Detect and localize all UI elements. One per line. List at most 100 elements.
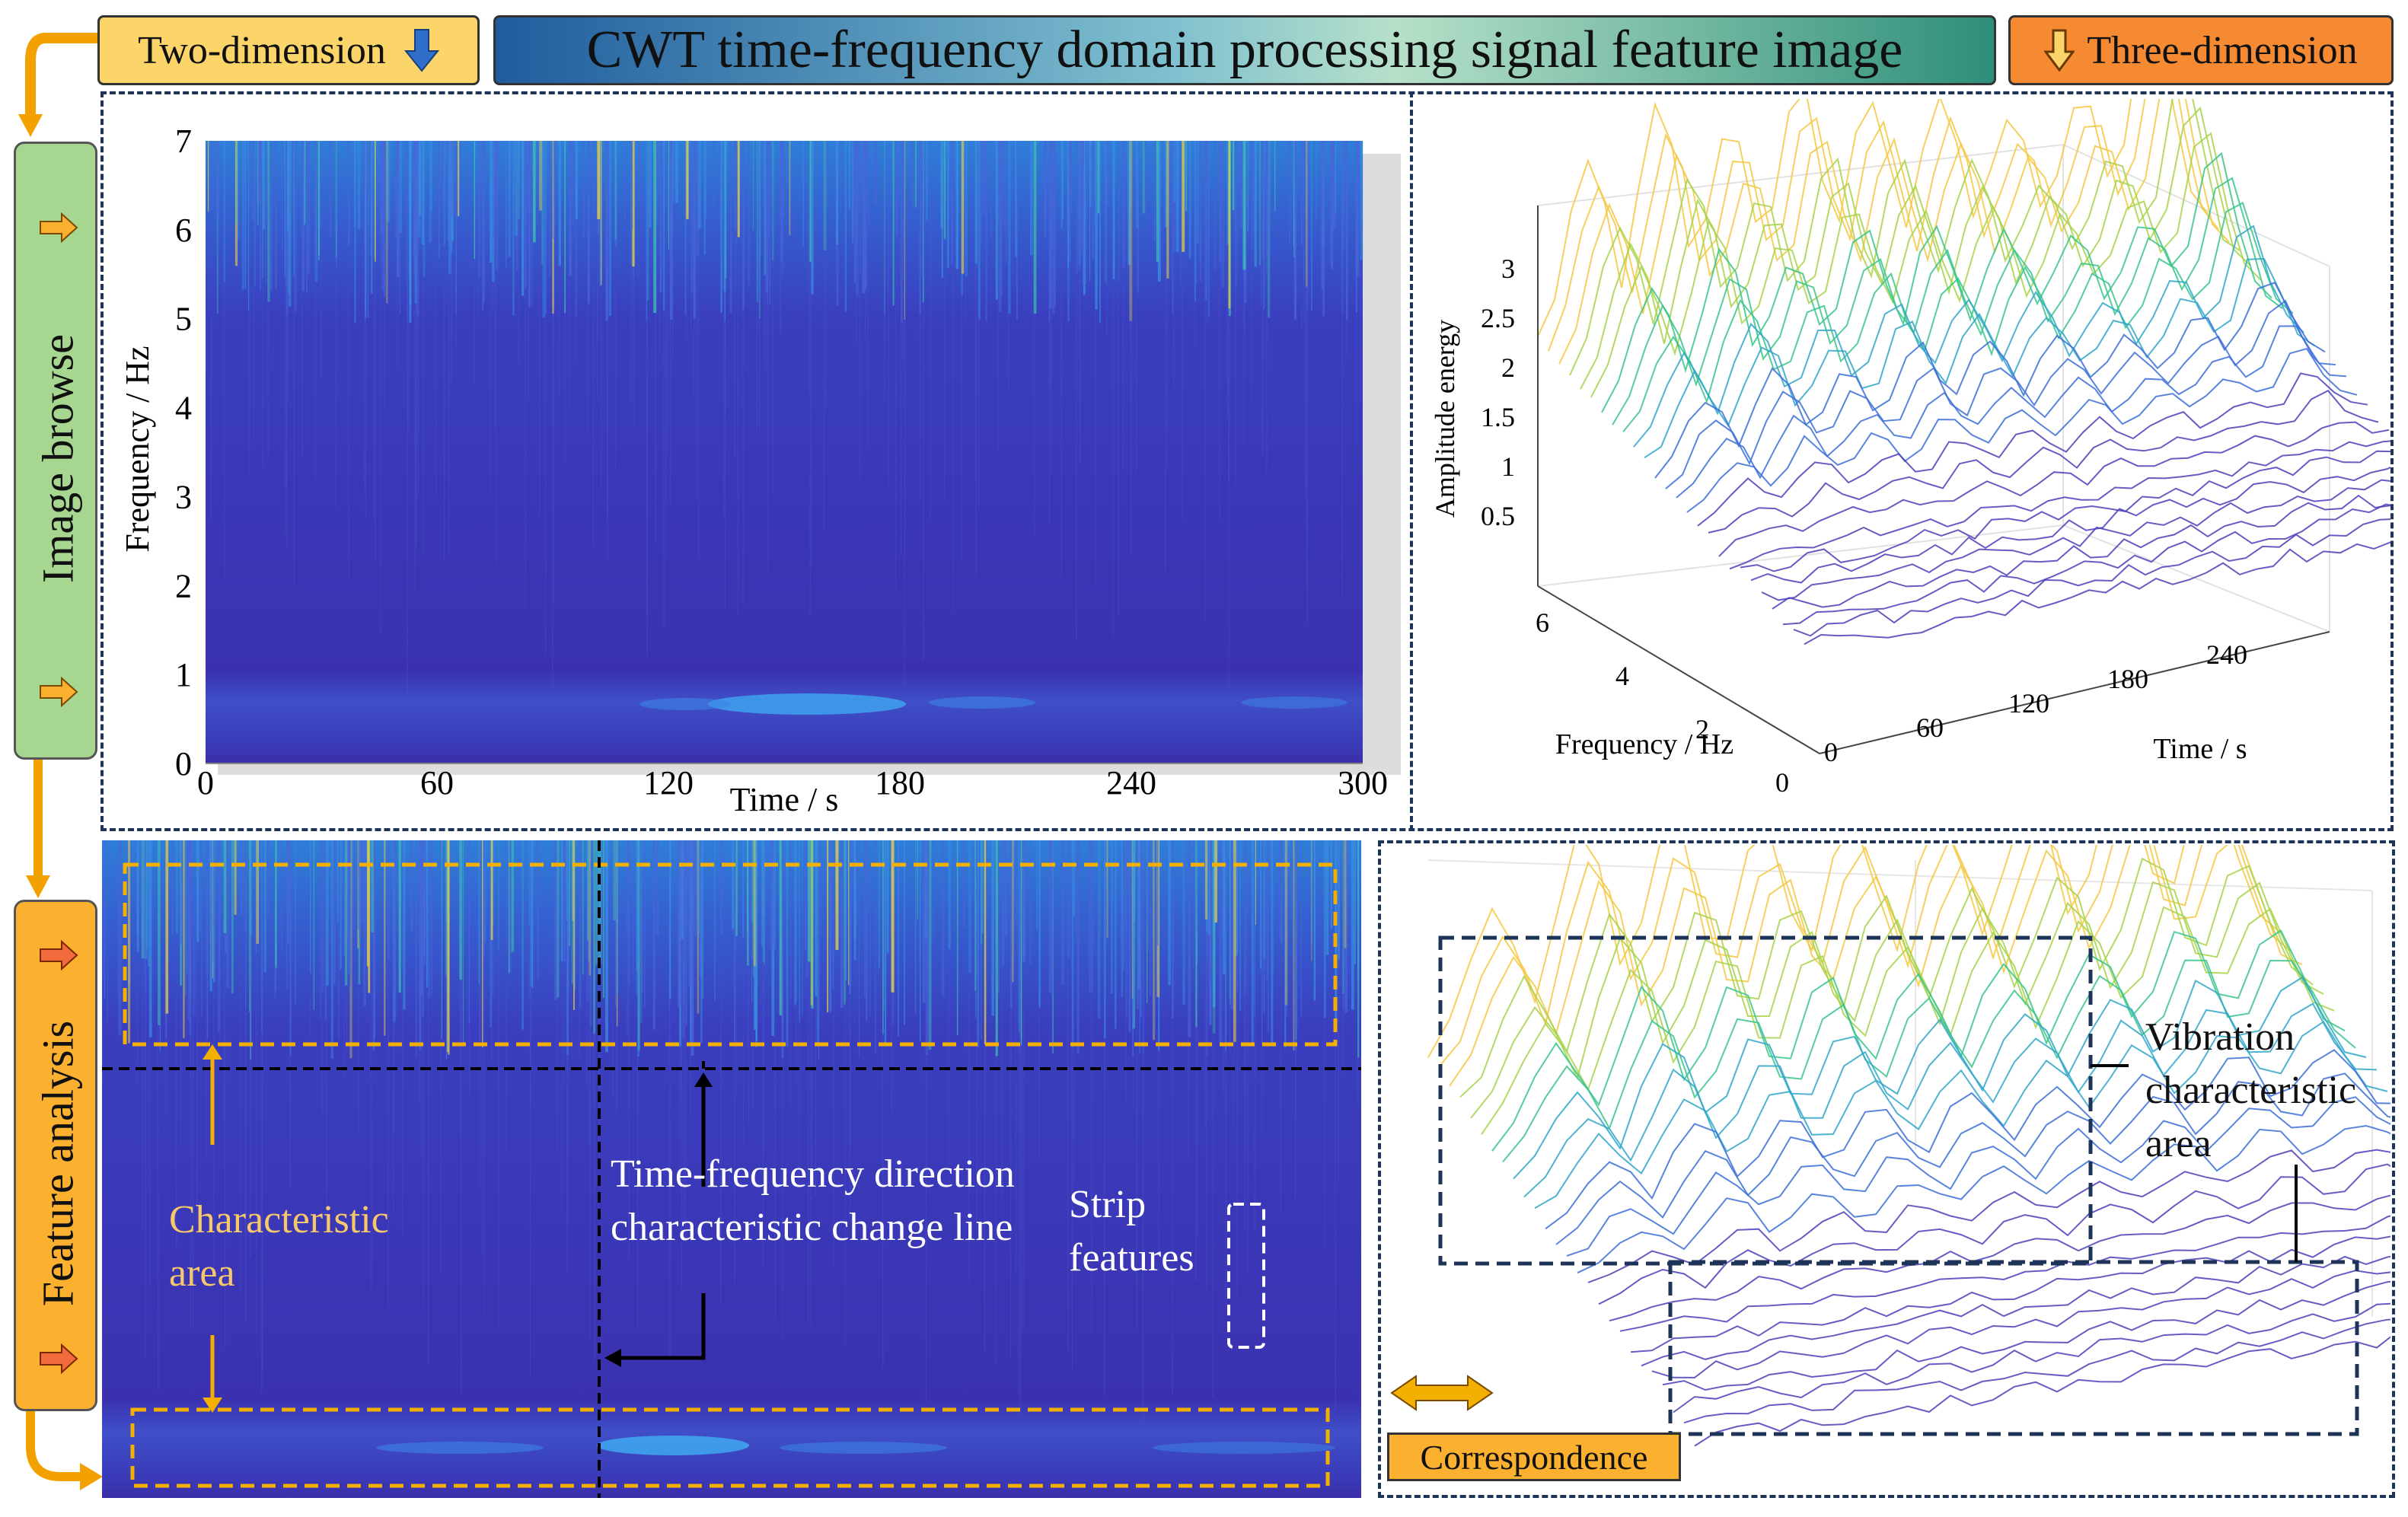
spectrogram-streak — [1071, 840, 1074, 1048]
spectrogram-streak — [553, 840, 557, 1001]
spectrogram-streak — [859, 272, 861, 480]
spectrogram-streak — [1060, 141, 1063, 230]
spectrogram-streak — [587, 840, 591, 962]
spectrogram-streak — [1143, 141, 1147, 215]
spectrogram-streak — [144, 840, 148, 959]
spectrogram-streak — [1214, 141, 1217, 270]
spectrogram-streak — [675, 141, 678, 203]
spectrogram-streak — [363, 840, 366, 1006]
spectrogram-streak — [478, 277, 480, 316]
spectrogram-streak — [531, 987, 533, 1034]
spectrogram-streak — [494, 285, 496, 430]
spectrogram-streak — [681, 929, 682, 1104]
spectrogram-streak — [267, 141, 270, 302]
spectrogram-streak — [244, 932, 247, 1320]
spectrogram-streak — [371, 932, 372, 1289]
surface-mesh-line — [1481, 906, 2335, 1135]
spectrogram-streak — [136, 840, 139, 934]
spectrogram-streak — [544, 141, 547, 314]
spectrogram-streak — [982, 214, 984, 263]
spectrogram-streak — [1188, 840, 1191, 1037]
spectrogram-streak — [531, 141, 533, 307]
spectrogram-streak — [431, 840, 433, 993]
spectrogram-streak — [542, 141, 546, 318]
spectrogram-streak — [118, 840, 122, 1036]
spectrogram-streak — [948, 840, 951, 949]
spectrogram-streak — [575, 141, 578, 219]
spectrogram-streak — [1322, 141, 1325, 317]
spectrogram-streak — [409, 141, 412, 305]
spectrogram-streak — [218, 840, 221, 981]
spectrogram-streak — [923, 301, 924, 662]
spectrogram-streak — [859, 141, 861, 272]
spectrogram-streak — [566, 840, 569, 1056]
spectrogram-streak — [386, 141, 388, 304]
spectrogram-streak — [358, 939, 359, 1135]
z-tick-label: 2.5 — [1481, 303, 1515, 333]
spectrogram-streak — [423, 276, 424, 553]
spectrogram-streak — [589, 1025, 591, 1337]
surface-mesh-line — [1566, 1096, 2390, 1257]
surface-mesh-line — [1651, 1270, 2390, 1378]
frequency-tick-labels: 6 4 2 0 — [1536, 607, 1789, 798]
spectrogram-streak — [1048, 321, 1051, 524]
spectrogram-streak — [574, 840, 576, 990]
spectrogram-streak — [255, 840, 257, 954]
spectrogram-streak — [419, 1050, 420, 1103]
spectrogram-streak — [1104, 840, 1106, 1038]
spectrogram-streak — [867, 141, 871, 225]
spectrogram-streak — [1222, 840, 1226, 975]
strip-features-label: Strip features — [1069, 1183, 1194, 1280]
spectrogram-streak — [679, 1046, 681, 1168]
spectrogram-streak — [856, 295, 857, 344]
z-tick-label: 0.5 — [1481, 501, 1515, 531]
spectrogram-streak — [805, 840, 809, 977]
feature-spectrogram-image — [102, 840, 1361, 1498]
spectrogram-streak — [995, 141, 999, 300]
spectrogram-streak — [844, 141, 847, 312]
spectrogram-streak — [321, 840, 324, 992]
spectrogram-streak — [1255, 840, 1256, 925]
spectrogram-streak — [1284, 1005, 1287, 1024]
spectrogram-streak — [980, 242, 982, 260]
spectrogram-streak — [941, 141, 943, 278]
spectrogram-streak — [811, 1008, 812, 1178]
spectrogram-streak — [599, 840, 602, 964]
spectrogram-streak — [384, 840, 386, 1036]
spectrogram-streak — [981, 840, 984, 933]
spectrogram-streak — [986, 840, 987, 1022]
spectrogram-streak — [1235, 288, 1236, 484]
spectrogram-streak — [720, 141, 722, 313]
spectrogram-streak — [616, 1026, 618, 1114]
spectrogram-streak — [1357, 1057, 1359, 1105]
spectrogram-streak — [1344, 840, 1347, 948]
spectrogram-streak — [943, 239, 946, 502]
arrow-down-icon — [403, 29, 439, 72]
spectrogram-streak — [368, 141, 370, 203]
spectrogram-streak — [407, 206, 409, 434]
spectrogram-streak — [829, 840, 832, 1011]
z-tick-label: 1 — [1501, 451, 1515, 482]
spectrogram-streak — [646, 141, 649, 301]
spectrogram-streak — [144, 991, 146, 1357]
spectrogram-streak — [1029, 840, 1032, 967]
spectrogram-streak — [426, 840, 428, 988]
spectrogram-streak — [1004, 840, 1007, 936]
spectrogram-streak — [902, 247, 904, 361]
spectrogram-streak — [249, 141, 251, 209]
surface-mesh-line — [1665, 299, 2336, 489]
spectrogram-streak — [252, 141, 254, 221]
spectrogram-streak — [849, 977, 851, 1219]
spectrogram-streak — [1183, 840, 1185, 923]
surface-mesh-line — [1601, 151, 2272, 413]
spectrogram-streak — [264, 840, 266, 973]
spectrogram-streak — [761, 840, 763, 947]
spectrogram-streak — [1067, 141, 1070, 268]
spectrogram-streak — [640, 840, 643, 1024]
spectrogram-streak — [774, 949, 776, 1320]
spectrogram-streak — [388, 840, 390, 960]
y-tick-label: 5 — [175, 301, 192, 338]
spectrogram-streak — [1230, 840, 1234, 1010]
time-tick-label: 60 — [1916, 712, 1944, 743]
spectrogram-streak — [483, 141, 485, 304]
